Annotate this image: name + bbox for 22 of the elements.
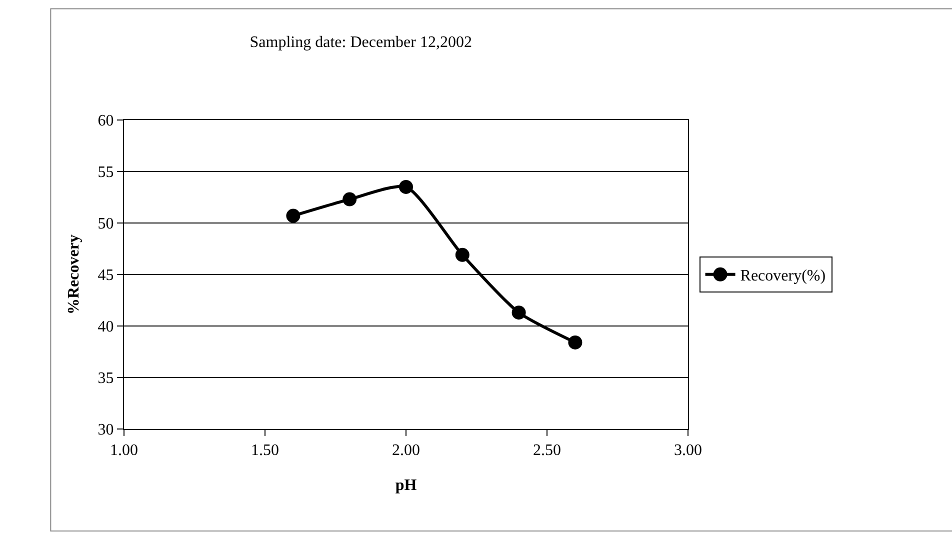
point [568, 335, 582, 350]
y-tick-label: 40 [98, 318, 114, 336]
point [455, 248, 470, 262]
x-tick-label: 1.00 [110, 442, 138, 460]
y-tick-label: 50 [98, 216, 114, 233]
point [399, 180, 413, 194]
point [286, 208, 300, 223]
x-tick-label: 1.50 [251, 442, 279, 460]
x-axis-title: pH [395, 476, 418, 494]
x-tick-label: 2.50 [533, 442, 561, 460]
legend-label: Recovery(%) [740, 268, 826, 285]
y-tick-label: 45 [98, 267, 114, 284]
y-axis-title: %Recovery [66, 234, 83, 314]
y-tick-label: 55 [98, 164, 114, 182]
x-tick-label: 3.00 [674, 442, 702, 460]
y-tick-label: 60 [98, 112, 114, 130]
point [342, 192, 357, 206]
y-tick-label: 30 [98, 422, 114, 439]
x-tick-label: 2.00 [392, 442, 420, 460]
point [512, 306, 526, 320]
y-tick-label: 35 [98, 370, 114, 388]
chart-title: Sampling date: December 12,2002 [250, 34, 472, 52]
